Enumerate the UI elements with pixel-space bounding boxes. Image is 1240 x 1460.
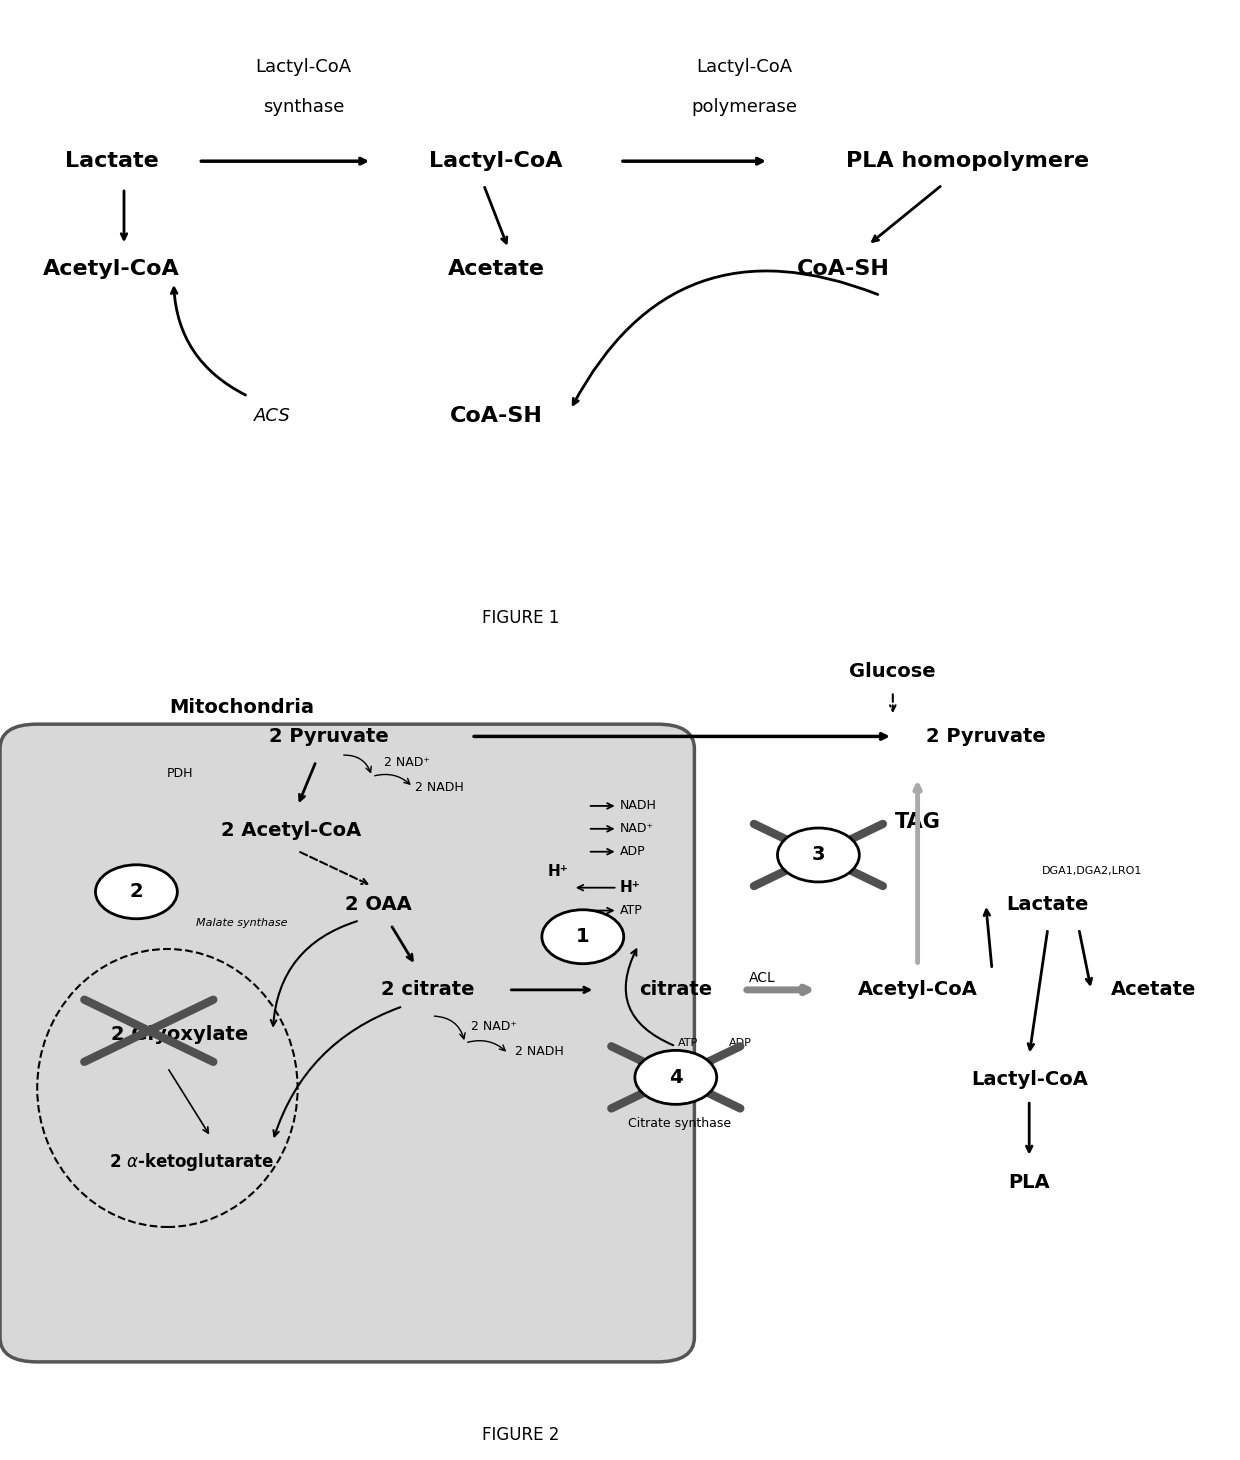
- Text: PDH: PDH: [166, 766, 193, 780]
- Text: 2 citrate: 2 citrate: [381, 980, 475, 1000]
- Text: 2 OAA: 2 OAA: [345, 895, 412, 914]
- Text: CoA-SH: CoA-SH: [450, 406, 542, 426]
- Text: Lactyl-CoA: Lactyl-CoA: [696, 58, 792, 76]
- Text: DGA1,DGA2,LRO1: DGA1,DGA2,LRO1: [1042, 866, 1142, 876]
- Circle shape: [542, 910, 624, 964]
- Text: 2 NAD⁺: 2 NAD⁺: [471, 1021, 517, 1034]
- Text: Lactyl-CoA: Lactyl-CoA: [429, 152, 563, 171]
- Text: Malate synthase: Malate synthase: [196, 918, 288, 929]
- Circle shape: [635, 1050, 717, 1104]
- Text: ACS: ACS: [254, 407, 291, 425]
- Text: Acetate: Acetate: [448, 258, 544, 279]
- Text: FIGURE 1: FIGURE 1: [482, 609, 559, 626]
- Text: H⁺: H⁺: [547, 864, 568, 879]
- Text: ATP: ATP: [620, 904, 642, 917]
- Text: Glucose: Glucose: [849, 661, 936, 680]
- Text: ACL: ACL: [749, 971, 776, 984]
- Text: NAD⁺: NAD⁺: [620, 822, 655, 835]
- Text: 2 NAD⁺: 2 NAD⁺: [384, 756, 430, 769]
- Circle shape: [777, 828, 859, 882]
- Text: Acetyl-CoA: Acetyl-CoA: [43, 258, 180, 279]
- Text: ATP: ATP: [678, 1038, 698, 1048]
- Text: 1: 1: [577, 927, 589, 946]
- Circle shape: [95, 864, 177, 918]
- Text: CoA-SH: CoA-SH: [797, 258, 889, 279]
- Text: polymerase: polymerase: [691, 98, 797, 117]
- Text: 3: 3: [812, 845, 825, 864]
- Text: H⁺: H⁺: [620, 880, 641, 895]
- Text: Citrate synthase: Citrate synthase: [627, 1117, 732, 1130]
- Text: PLA: PLA: [1008, 1172, 1050, 1191]
- Text: PLA homopolymere: PLA homopolymere: [846, 152, 1089, 171]
- Text: Acetate: Acetate: [1111, 980, 1195, 1000]
- Text: Mitochondria: Mitochondria: [170, 698, 314, 717]
- Text: TAG: TAG: [895, 812, 940, 832]
- Text: synthase: synthase: [263, 98, 345, 117]
- Text: ADP: ADP: [620, 845, 646, 858]
- Text: NADH: NADH: [620, 800, 657, 812]
- Text: 2 Pyruvate: 2 Pyruvate: [926, 727, 1045, 746]
- Text: ADP: ADP: [729, 1038, 751, 1048]
- Text: 2 Glyoxylate: 2 Glyoxylate: [112, 1025, 248, 1044]
- Text: Lactyl-CoA: Lactyl-CoA: [971, 1070, 1087, 1089]
- Text: citrate: citrate: [640, 980, 712, 1000]
- Text: 2 NADH: 2 NADH: [415, 781, 464, 794]
- Text: 2 Pyruvate: 2 Pyruvate: [269, 727, 388, 746]
- Text: Lactate: Lactate: [1007, 895, 1089, 914]
- Text: 2 Acetyl-CoA: 2 Acetyl-CoA: [221, 821, 362, 840]
- FancyBboxPatch shape: [0, 724, 694, 1362]
- Text: Lactate: Lactate: [64, 152, 159, 171]
- Text: FIGURE 2: FIGURE 2: [482, 1426, 559, 1444]
- Text: 2 $\alpha$-ketoglutarate: 2 $\alpha$-ketoglutarate: [109, 1150, 275, 1172]
- Text: 2 NADH: 2 NADH: [515, 1045, 563, 1057]
- Text: 4: 4: [670, 1067, 682, 1086]
- Text: Acetyl-CoA: Acetyl-CoA: [858, 980, 977, 1000]
- Text: Lactyl-CoA: Lactyl-CoA: [255, 58, 352, 76]
- Text: 2: 2: [130, 882, 143, 901]
